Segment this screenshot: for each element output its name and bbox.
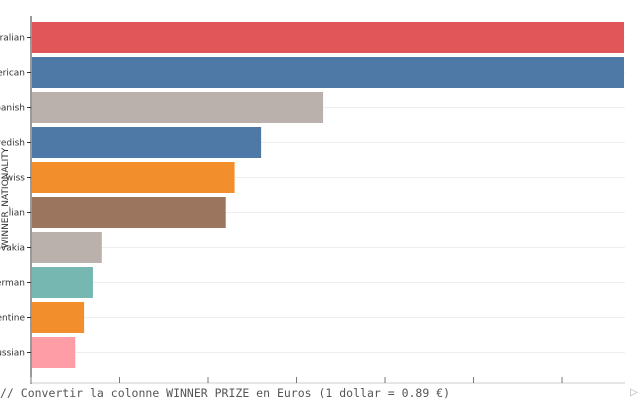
code-comment-line: // Convertir la colonne WINNER PRIZE en … (0, 386, 451, 400)
bar-spanish (32, 92, 324, 123)
bar-swedish (32, 127, 262, 158)
y-tick-label: lian (9, 209, 25, 219)
chevron-right-icon[interactable]: ▷ (630, 387, 638, 398)
y-tick-label: wiss (6, 174, 26, 184)
y-tick-label: ralian (0, 34, 25, 44)
bar-chart: ralian erican panish vedish wiss lian ovakia er… (0, 16, 625, 384)
y-tick-label: panish (0, 104, 25, 114)
y-tick-label: erman (0, 279, 25, 289)
bar-american (32, 57, 624, 88)
bar-italian (32, 197, 226, 228)
y-tick-label: erican (0, 69, 25, 79)
bar-argentine (32, 302, 85, 333)
bar-slovakia (32, 232, 102, 263)
tick-labels: ralian erican panish vedish wiss lian ovakia er… (0, 34, 31, 359)
bar-russian (32, 337, 76, 368)
bar-australian (32, 22, 624, 53)
bar-german (32, 267, 93, 298)
y-tick-label: ussian (0, 349, 25, 359)
y-tick-label: entine (0, 314, 25, 324)
bar-swiss (32, 162, 235, 193)
y-tick-label: ovakia (0, 244, 25, 254)
y-axis-title: WINNER_NATIONALITY (1, 147, 11, 248)
x-axis-ticks (30, 377, 563, 383)
bars (32, 22, 624, 368)
y-tick-label: vedish (0, 139, 25, 149)
